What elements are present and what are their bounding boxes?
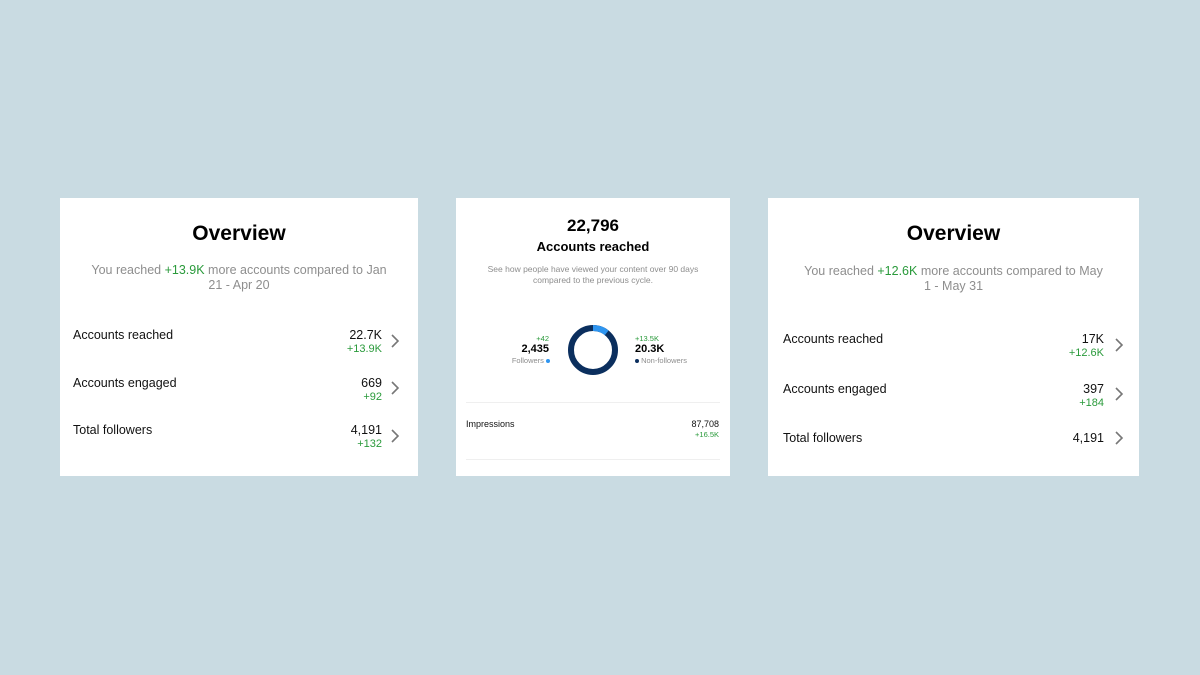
row-value: 22.7K — [349, 328, 382, 342]
followers-arc — [568, 325, 618, 375]
row-value: 4,191 — [1072, 431, 1104, 445]
impressions-delta: +16.5K — [695, 430, 719, 439]
accounts-reached-card: 22,796 Accounts reached See how people h… — [456, 198, 730, 476]
row-accounts-reached[interactable]: Accounts reached 22.7K +13.9K — [60, 326, 418, 362]
row-value: 17K — [1081, 332, 1104, 346]
accounts-reached-number: 22,796 — [567, 216, 619, 235]
impressions-value: 87,708 — [691, 419, 719, 429]
row-value: 669 — [361, 376, 382, 390]
row-value: 4,191 — [350, 423, 382, 437]
chevron-right-icon[interactable] — [389, 333, 401, 349]
subtitle-highlight: +13.9K — [164, 263, 205, 277]
row-delta: +184 — [1079, 397, 1104, 409]
row-label: Total followers — [783, 431, 863, 445]
non-followers-legend: Non-followers — [635, 356, 687, 365]
accounts-reached-description: See how people have viewed your content … — [487, 264, 699, 285]
row-label: Accounts engaged — [783, 382, 887, 396]
subtitle-highlight: +12.6K — [877, 264, 918, 278]
impressions-label: Impressions — [466, 419, 515, 429]
non-followers-value: 20.3K — [635, 343, 665, 355]
non-followers-dot-icon — [635, 359, 639, 364]
row-delta: +92 — [363, 391, 382, 403]
row-accounts-engaged[interactable]: Accounts engaged 397 +184 — [768, 380, 1139, 416]
row-label: Accounts reached — [73, 328, 174, 342]
non-followers-delta: +13.5K — [635, 334, 659, 343]
row-value: 397 — [1083, 382, 1104, 396]
chevron-right-icon[interactable] — [1113, 337, 1125, 353]
row-delta: +13.9K — [346, 343, 382, 355]
overview-subtitle: You reached +12.6K more accounts compare… — [804, 264, 1103, 293]
row-accounts-reached[interactable]: Accounts reached 17K +12.6K — [768, 330, 1139, 366]
overview-title: Overview — [906, 222, 1001, 245]
impressions-row[interactable]: Impressions 87,708 +16.5K — [456, 416, 730, 444]
row-accounts-engaged[interactable]: Accounts engaged 669 +92 — [60, 374, 418, 410]
divider — [466, 459, 720, 460]
followers-legend: Followers — [512, 356, 550, 365]
row-delta: +12.6K — [1068, 347, 1104, 359]
overview-card-1: Overview You reached +13.9K more account… — [60, 198, 418, 476]
chevron-right-icon[interactable] — [389, 380, 401, 396]
row-label: Accounts reached — [783, 332, 884, 346]
followers-dot-icon — [546, 359, 550, 364]
overview-subtitle: You reached +13.9K more accounts compare… — [91, 263, 387, 292]
followers-donut-chart — [568, 325, 618, 375]
overview-card-2: Overview You reached +12.6K more account… — [768, 198, 1139, 476]
followers-delta: +42 — [536, 334, 549, 343]
chevron-right-icon[interactable] — [1113, 386, 1125, 402]
row-total-followers[interactable]: Total followers 4,191 — [768, 429, 1139, 465]
row-label: Total followers — [73, 423, 153, 437]
accounts-reached-title: Accounts reached — [536, 239, 650, 254]
non-followers-arc — [568, 325, 618, 375]
chevron-right-icon[interactable] — [389, 428, 401, 444]
overview-title: Overview — [192, 222, 286, 245]
followers-value: 2,435 — [521, 343, 549, 355]
chevron-right-icon[interactable] — [1113, 430, 1125, 446]
divider — [466, 402, 720, 403]
row-delta: +132 — [357, 438, 382, 450]
row-total-followers[interactable]: Total followers 4,191 +132 — [60, 421, 418, 457]
row-label: Accounts engaged — [73, 376, 177, 390]
